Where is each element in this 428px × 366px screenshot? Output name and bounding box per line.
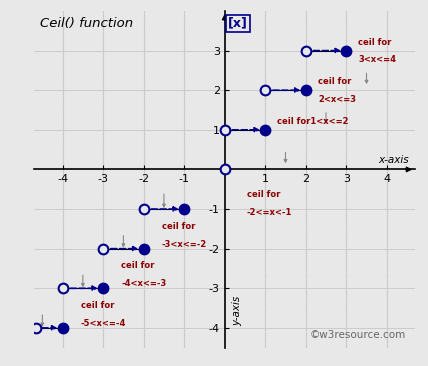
Text: ceil for: ceil for	[162, 222, 195, 231]
Text: Ceil() function: Ceil() function	[40, 17, 134, 30]
Text: y-axis: y-axis	[232, 296, 242, 326]
Text: -5<x<=-4: -5<x<=-4	[81, 319, 126, 328]
Text: ceil for: ceil for	[122, 261, 155, 270]
Text: 3<x<=4: 3<x<=4	[358, 56, 396, 64]
Text: -2<=x<-1: -2<=x<-1	[247, 208, 292, 217]
Text: ceil for1<x<=2: ceil for1<x<=2	[277, 117, 349, 126]
Text: ceil for: ceil for	[81, 301, 114, 310]
Text: ©w3resource.com: ©w3resource.com	[310, 330, 406, 340]
Text: -3<x<=-2: -3<x<=-2	[162, 240, 207, 249]
Text: 2<x<=3: 2<x<=3	[318, 95, 356, 104]
Text: ceil for: ceil for	[358, 38, 392, 46]
Text: -4<x<=-3: -4<x<=-3	[122, 279, 166, 288]
Text: x-axis: x-axis	[378, 155, 409, 165]
Text: [x]: [x]	[228, 17, 248, 30]
Text: ceil for: ceil for	[318, 77, 351, 86]
Text: ceil for: ceil for	[247, 190, 280, 199]
